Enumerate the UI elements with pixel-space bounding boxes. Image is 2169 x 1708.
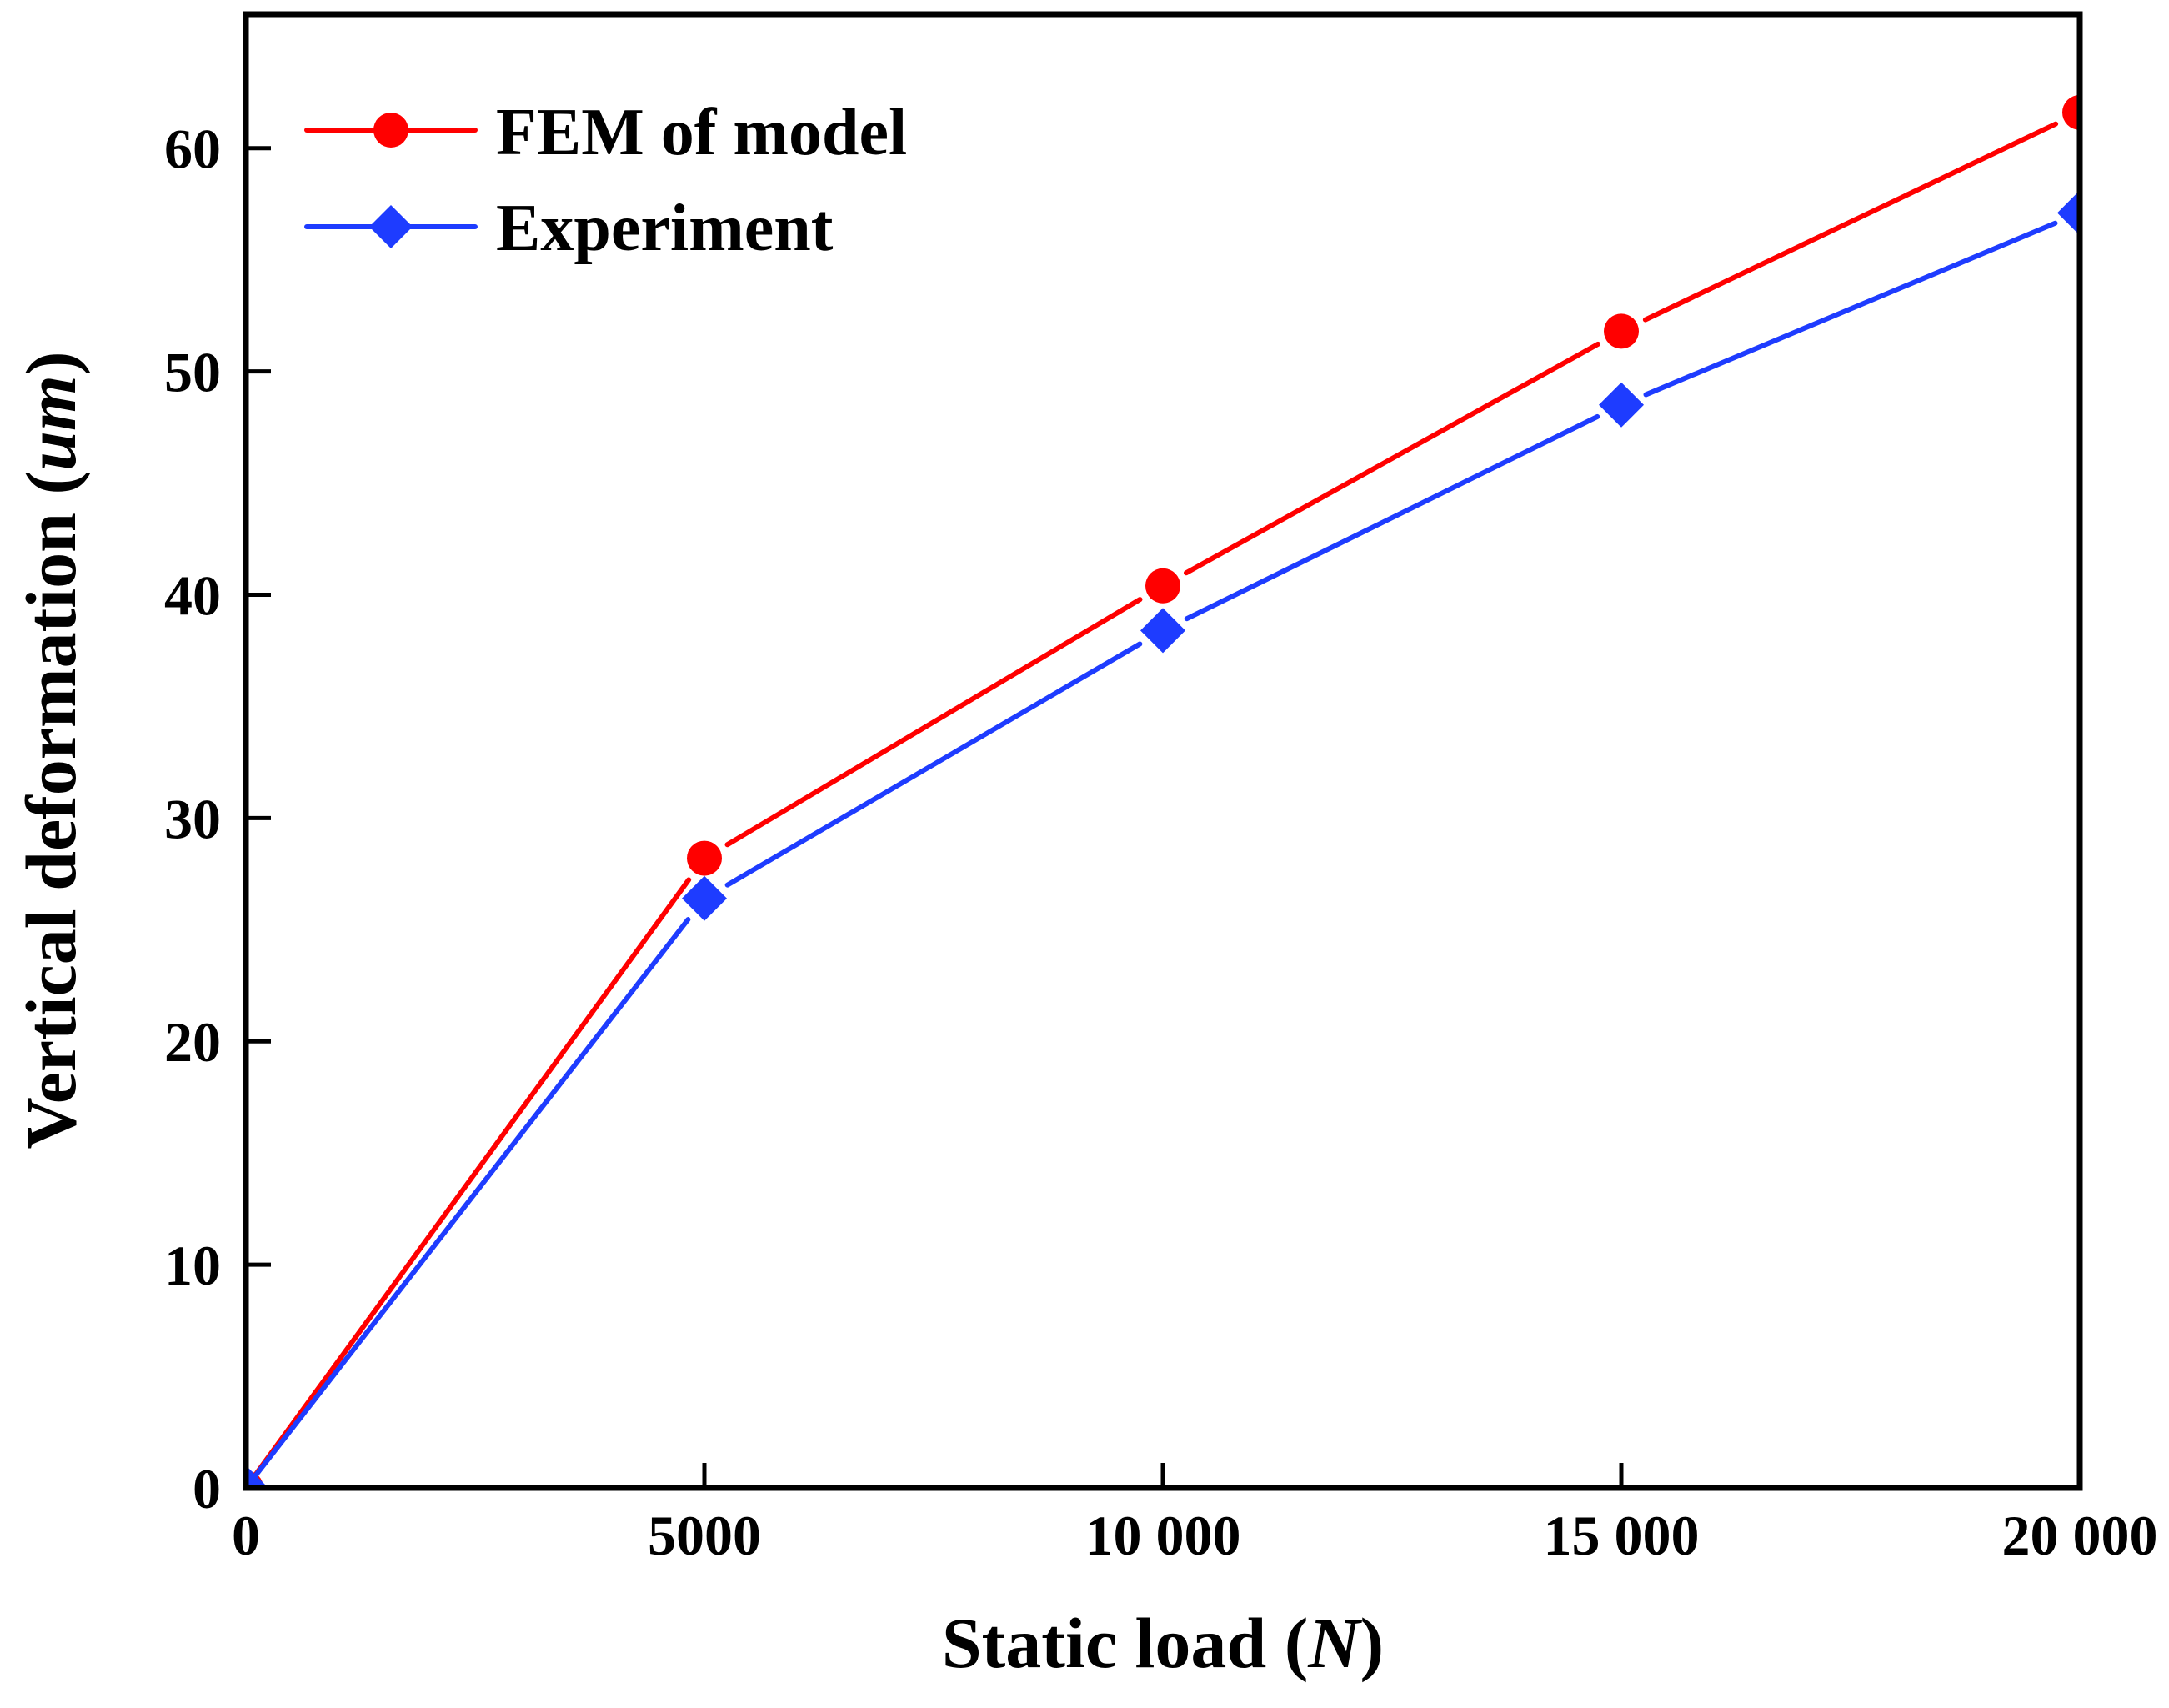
series-layer xyxy=(246,94,2080,1488)
y-tick-label: 30 xyxy=(164,787,221,850)
x-axis-title: Static load (N) xyxy=(942,1603,1384,1683)
y-tick-label: 20 xyxy=(164,1010,221,1074)
series-experiment xyxy=(246,190,2080,1488)
ticks-layer: 0 5000 10 000 15 000 20 000 0 10 20 30 40 50 60 xyxy=(164,118,2158,1567)
data-point-circle xyxy=(687,840,722,876)
series-fem-of-model xyxy=(246,94,2080,1488)
data-point-diamond xyxy=(1599,382,1644,428)
series-line-segment xyxy=(724,597,1143,848)
series-line-segment xyxy=(724,641,1143,888)
series-line-segment xyxy=(250,877,692,1481)
x-tick-label: 0 xyxy=(232,1504,260,1567)
y-axis-title: Vertical deformation (um) xyxy=(11,352,91,1150)
legend-marker-experiment xyxy=(369,205,413,248)
y-tick-label: 60 xyxy=(164,118,221,181)
data-point-circle xyxy=(1145,568,1180,604)
y-tick-label: 0 xyxy=(193,1457,221,1520)
series-line-segment xyxy=(1643,220,2058,398)
x-tick-label: 20 000 xyxy=(2002,1504,2158,1567)
series-line-segment xyxy=(1642,121,2059,323)
series-line-segment xyxy=(250,917,691,1481)
data-point-diamond xyxy=(2057,190,2080,236)
x-tick-label: 5000 xyxy=(648,1504,761,1567)
y-tick-label: 10 xyxy=(164,1234,221,1297)
series-line-segment xyxy=(1184,413,1600,622)
x-tick-label: 15 000 xyxy=(1544,1504,1700,1567)
legend-marker-fem xyxy=(373,113,408,148)
data-point-diamond xyxy=(246,1465,268,1488)
legend-label-experiment: Experiment xyxy=(496,192,834,265)
y-tick-label: 50 xyxy=(164,341,221,404)
x-tick-label: 10 000 xyxy=(1085,1504,1241,1567)
data-point-diamond xyxy=(1140,608,1185,654)
series-line-segment xyxy=(1183,341,1601,576)
y-tick-label: 40 xyxy=(164,563,221,627)
legend-label-fem: FEM of model xyxy=(496,96,907,169)
data-point-diamond xyxy=(682,875,727,921)
data-point-circle xyxy=(2062,94,2080,130)
legend: FEM of model Experiment xyxy=(304,96,907,265)
data-point-circle xyxy=(1604,313,1639,349)
